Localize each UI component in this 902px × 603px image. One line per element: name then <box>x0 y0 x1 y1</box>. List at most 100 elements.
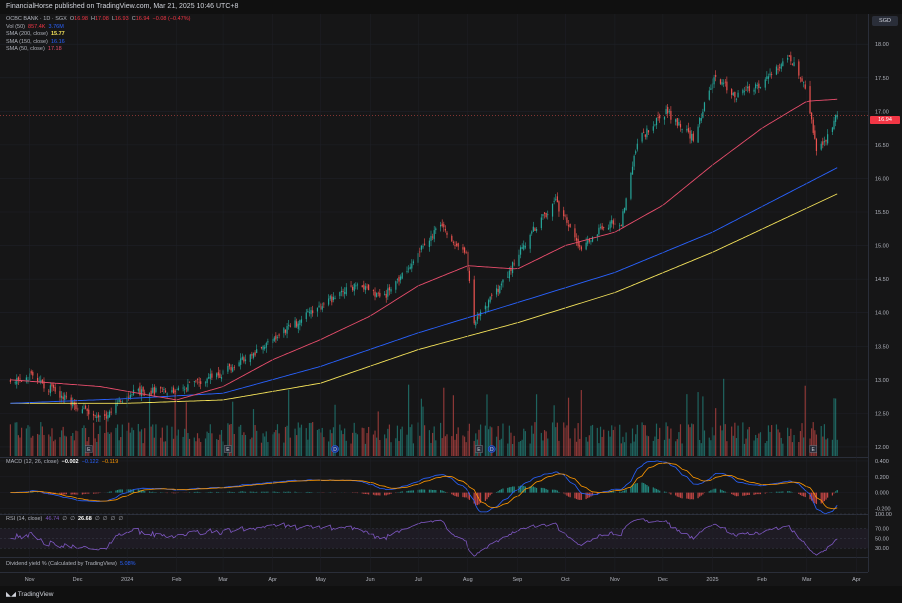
volume-bar <box>379 439 381 456</box>
time-tick-label: Nov <box>610 577 620 583</box>
candle-body <box>558 201 560 212</box>
rsi-legend[interactable]: RSI (14, close) 46.74 ∅ ∅ 26.68 ∅ ∅ ∅ ∅ <box>6 516 123 524</box>
macd-histogram-bar <box>420 489 423 493</box>
candle-body <box>177 387 179 391</box>
sma200-legend-row[interactable]: SMA (200, close) 15.77 <box>6 31 190 39</box>
volume-bar <box>262 433 264 456</box>
macd-histogram-bar <box>822 492 824 503</box>
candle-body <box>185 387 187 389</box>
macd-pane[interactable] <box>0 457 868 515</box>
macd-histogram-bar <box>408 490 410 493</box>
candle-body <box>350 285 352 287</box>
volume-bar <box>556 422 558 456</box>
macd-histogram-bar <box>625 489 627 493</box>
macd-histogram-bar <box>721 490 723 493</box>
candle-body <box>104 414 106 417</box>
dividend-legend[interactable]: Dividend yield % (Calculated by TradingV… <box>6 561 136 569</box>
candle-body <box>743 91 746 93</box>
macd-histogram-bar <box>743 492 746 496</box>
candle-body <box>507 276 509 278</box>
volume-bar <box>230 423 232 456</box>
volume-bar <box>558 440 560 456</box>
candle-body <box>665 109 667 115</box>
macd-histogram-bar <box>759 492 762 495</box>
volume-bar <box>252 409 255 456</box>
candle-body <box>782 61 784 67</box>
candle-body <box>734 92 736 98</box>
macd-histogram-bar <box>476 492 478 506</box>
volume-bar <box>769 431 771 456</box>
macd-histogram-bar <box>511 486 514 493</box>
time-tick-label: Sep <box>512 577 522 583</box>
volume-bar <box>462 435 464 456</box>
volume-bar <box>820 426 822 456</box>
macd-histogram-bar <box>519 485 522 493</box>
candle-body <box>20 380 23 382</box>
volume-legend-row[interactable]: Vol (50) 857.4K 3.76M <box>6 24 190 32</box>
volume-bar <box>579 438 581 456</box>
volume-bar <box>641 422 643 456</box>
volume-bar <box>182 436 184 456</box>
candle-body <box>267 341 269 343</box>
macd-histogram-bar <box>363 492 365 494</box>
macd-histogram-bar <box>663 491 666 493</box>
macd-histogram-bar <box>575 492 578 500</box>
time-scale[interactable] <box>0 572 868 587</box>
volume-bar <box>590 425 592 456</box>
candle-body <box>432 236 434 238</box>
candle-body <box>555 198 557 200</box>
rsi-pane[interactable] <box>0 514 868 558</box>
macd-histogram-bar <box>502 488 504 493</box>
macd-histogram-bar <box>635 483 637 493</box>
footer-brand[interactable]: TradingView <box>17 591 54 598</box>
price-pane[interactable] <box>0 14 868 458</box>
macd-histogram-bar <box>412 490 415 493</box>
time-tick-label: Feb <box>757 577 766 583</box>
candle-body <box>603 227 605 228</box>
price-scale[interactable] <box>868 14 902 572</box>
volume-bar <box>432 432 434 456</box>
macd-histogram-bar <box>283 491 285 493</box>
candle-body <box>827 134 829 144</box>
volume-bar <box>726 441 728 456</box>
candle-body <box>366 286 368 288</box>
volume-bar <box>340 430 343 456</box>
macd-histogram-bar <box>513 486 515 493</box>
sma150-legend-row[interactable]: SMA (150, close) 16.16 <box>6 39 190 47</box>
price-tick-label: 16.00 <box>875 176 889 182</box>
volume-bar <box>534 422 536 456</box>
macd-histogram-bar <box>529 486 531 493</box>
volume-bar <box>758 433 760 456</box>
volume-bar <box>719 425 722 456</box>
candle-body <box>144 392 146 394</box>
symbol-row[interactable]: OCBC BANK · 1D · SGX O16.98 H17.08 L16.9… <box>6 16 190 24</box>
volume-bar <box>177 429 179 456</box>
macd-histogram-bar <box>62 492 64 495</box>
macd-legend[interactable]: MACD (12, 26, close) −0.002 −0.122 −0.11… <box>6 459 118 467</box>
sma50-legend-row[interactable]: SMA (50, close) 17.18 <box>6 46 190 54</box>
tradingview-logo-icon[interactable]: ◣◢ <box>6 591 16 598</box>
candle-body <box>569 223 571 227</box>
candle-body <box>129 394 131 399</box>
macd-histogram-bar <box>441 490 443 493</box>
candle-body <box>543 212 546 214</box>
volume-bar <box>65 436 67 456</box>
candle-body <box>681 129 683 130</box>
candle-body <box>321 306 323 310</box>
rsi-line <box>10 518 838 557</box>
candle-body <box>697 126 699 143</box>
volume-bar <box>500 438 502 456</box>
volume-bar <box>265 431 267 456</box>
macd-histogram-bar <box>543 488 546 493</box>
volume-bar <box>142 443 144 456</box>
candle-body <box>545 213 547 218</box>
macd-histogram-bar <box>747 492 749 495</box>
candle-body <box>742 89 744 94</box>
candle-body <box>188 381 191 383</box>
volume-bar <box>603 429 605 456</box>
volume-bar <box>731 426 733 456</box>
macd-histogram-bar <box>83 492 85 495</box>
currency-badge[interactable]: SGD <box>872 16 898 26</box>
macd-histogram-bar <box>424 489 426 493</box>
